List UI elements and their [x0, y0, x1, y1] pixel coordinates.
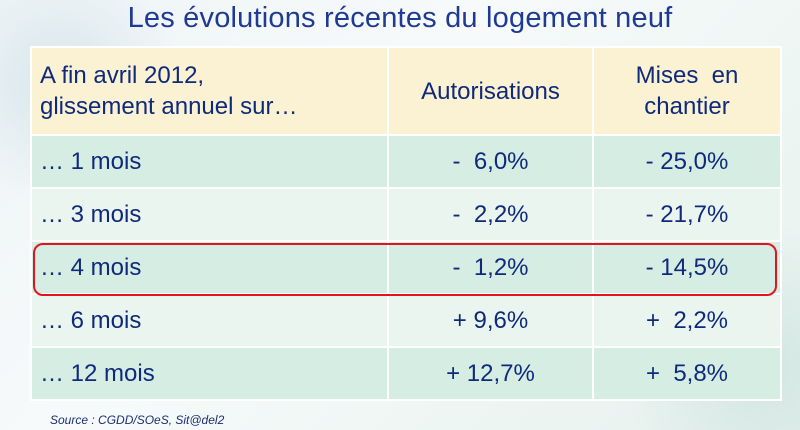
header-mises-line2: chantier — [644, 93, 730, 120]
row-mises-value: + 5,8% — [592, 346, 782, 401]
row-mises-value: - 14,5% — [592, 240, 782, 295]
row-period-label: … 1 mois — [30, 134, 389, 189]
row-mises-value: + 2,2% — [592, 293, 782, 348]
header-period-label: A fin avril 2012, glissement annuel sur… — [30, 46, 389, 136]
row-mises-value: - 21,7% — [592, 187, 782, 242]
header-mises-line1: Mises en — [635, 62, 739, 89]
row-autorisations-value: - 6,0% — [387, 134, 594, 189]
table-header-row: A fin avril 2012, glissement annuel sur…… — [30, 46, 782, 136]
table-row: … 3 mois - 2,2% - 21,7% — [30, 187, 782, 242]
row-autorisations-value: - 1,2% — [387, 240, 594, 295]
row-period-label: … 4 mois — [30, 240, 389, 295]
table-row: … 1 mois - 6,0% - 25,0% — [30, 134, 782, 189]
header-autorisations: Autorisations — [387, 46, 594, 136]
row-autorisations-value: + 9,6% — [387, 293, 594, 348]
table-row: … 12 mois + 12,7% + 5,8% — [30, 346, 782, 401]
slide-title: Les évolutions récentes du logement neuf — [127, 2, 673, 34]
source-note: Source : CGDD/SOeS, Sit@del2 — [50, 413, 225, 427]
table-row: … 6 mois + 9,6% + 2,2% — [30, 293, 782, 348]
row-period-label: … 12 mois — [30, 346, 389, 401]
row-autorisations-value: - 2,2% — [387, 187, 594, 242]
row-mises-value: - 25,0% — [592, 134, 782, 189]
row-period-label: … 3 mois — [30, 187, 389, 242]
housing-evolution-table: A fin avril 2012, glissement annuel sur…… — [30, 46, 782, 401]
header-mises-en-chantier: Mises en chantier — [592, 46, 782, 136]
header-period-line2: glissement annuel sur… — [40, 93, 298, 120]
row-period-label: … 6 mois — [30, 293, 389, 348]
table-row-highlighted: … 4 mois - 1,2% - 14,5% — [30, 240, 782, 295]
header-period-line1: A fin avril 2012, — [40, 62, 205, 89]
row-autorisations-value: + 12,7% — [387, 346, 594, 401]
